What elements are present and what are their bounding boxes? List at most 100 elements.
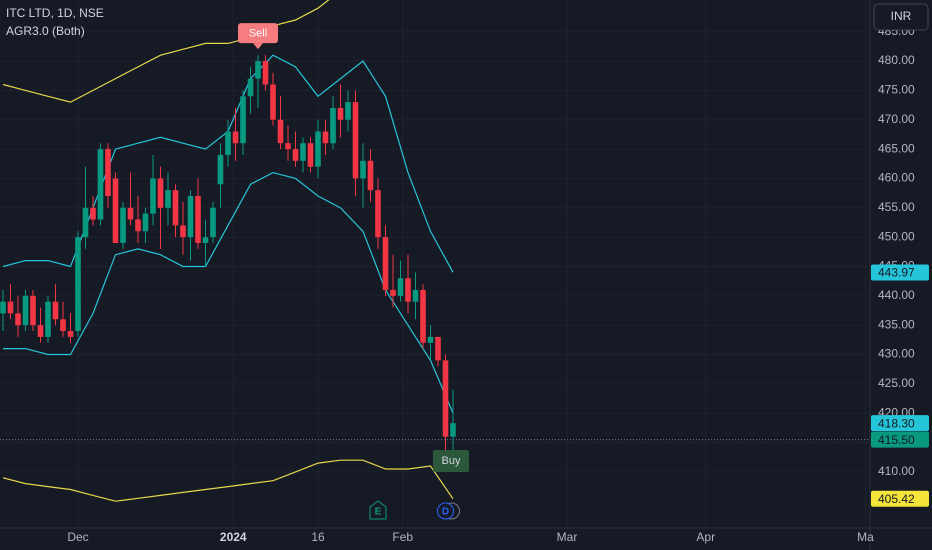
candle-body bbox=[352, 102, 359, 179]
grid bbox=[0, 0, 870, 528]
candle-body bbox=[307, 143, 314, 167]
candle-body bbox=[390, 289, 396, 296]
price-tag-label: 418.30 bbox=[878, 416, 915, 430]
band-line bbox=[2, 459, 454, 502]
plot: Sell Buy E D bbox=[0, 0, 870, 520]
price-tag bbox=[871, 431, 929, 448]
candle-body bbox=[382, 237, 389, 290]
y-tick-label: 455.00 bbox=[878, 200, 915, 214]
candle-body bbox=[412, 289, 419, 302]
candle-body bbox=[37, 325, 44, 337]
candle-body bbox=[217, 154, 224, 185]
candle-body bbox=[345, 102, 351, 120]
candle-body bbox=[240, 96, 246, 144]
candle-body bbox=[360, 160, 366, 179]
candle-body bbox=[322, 131, 329, 144]
symbol-title: ITC LTD, 1D, NSE bbox=[6, 6, 104, 20]
candle-body bbox=[397, 278, 404, 296]
y-tick-label: 475.00 bbox=[878, 83, 915, 97]
x-tick-label: Mar bbox=[557, 530, 578, 544]
candle-body bbox=[75, 237, 81, 332]
candle-body bbox=[427, 336, 434, 343]
candle-body bbox=[7, 301, 14, 314]
candle-body bbox=[442, 360, 449, 437]
candle-body bbox=[367, 160, 374, 191]
candle-body bbox=[225, 131, 231, 155]
event-marker bbox=[437, 502, 454, 520]
currency-label[interactable]: INR bbox=[891, 9, 912, 23]
candle-body bbox=[22, 295, 29, 326]
candle-body bbox=[435, 336, 441, 361]
price-tag-label: 443.97 bbox=[878, 266, 915, 280]
y-tick-label: 425.00 bbox=[878, 376, 915, 390]
y-tick-label: 430.00 bbox=[878, 347, 915, 361]
event-marker bbox=[369, 500, 387, 520]
x-tick-label: 16 bbox=[311, 530, 325, 544]
candle-body bbox=[127, 207, 134, 220]
candle-body bbox=[180, 225, 186, 238]
candle-body bbox=[300, 143, 306, 161]
candle-body bbox=[45, 301, 51, 337]
candle-body bbox=[150, 178, 156, 214]
candle-body bbox=[165, 190, 171, 208]
candle-body bbox=[255, 61, 261, 79]
candle-body bbox=[420, 289, 426, 343]
x-tick-label: Ma bbox=[857, 530, 874, 544]
event-label: E bbox=[375, 507, 382, 518]
price-tag bbox=[871, 264, 929, 281]
candle-body bbox=[210, 207, 216, 238]
candle-body bbox=[405, 278, 411, 302]
y-tick-label: 480.00 bbox=[878, 53, 915, 67]
candle-body bbox=[337, 107, 344, 120]
candle-body bbox=[15, 313, 21, 326]
band-line bbox=[2, 0, 330, 103]
y-tick-label: 470.00 bbox=[878, 112, 915, 126]
candle-body bbox=[112, 178, 119, 243]
axes: 410.00415.00420.00425.00430.00435.00440.… bbox=[67, 24, 929, 544]
candle-body bbox=[247, 78, 254, 97]
candle-body bbox=[142, 213, 149, 232]
candle-body bbox=[52, 301, 59, 320]
band-line bbox=[3, 171, 454, 414]
y-tick-label: 460.00 bbox=[878, 171, 915, 185]
candle-body bbox=[277, 119, 284, 144]
signal-label: Buy bbox=[442, 455, 461, 467]
candle-body bbox=[90, 207, 96, 220]
event-label: D bbox=[442, 507, 449, 518]
x-tick-label: Apr bbox=[696, 530, 715, 544]
y-tick-label: 450.00 bbox=[878, 229, 915, 243]
candle-body bbox=[157, 178, 164, 208]
candle-body bbox=[195, 196, 201, 243]
candle-body bbox=[450, 423, 456, 437]
candle-body bbox=[315, 131, 321, 167]
candle-body bbox=[135, 219, 141, 232]
candle-body bbox=[120, 207, 126, 243]
candle-body bbox=[60, 319, 66, 332]
currency-button[interactable] bbox=[873, 3, 929, 31]
candle-body bbox=[82, 207, 89, 238]
x-tick-label: Feb bbox=[392, 530, 413, 544]
candle-body bbox=[97, 149, 104, 220]
signal-pointer bbox=[253, 43, 263, 50]
x-tick-label: Dec bbox=[67, 530, 88, 544]
candle-body bbox=[30, 295, 36, 326]
candle-body bbox=[202, 237, 209, 243]
price-tag-label: 415.50 bbox=[878, 433, 915, 447]
signal-box bbox=[433, 450, 469, 473]
price-tag bbox=[871, 415, 929, 432]
candle-body bbox=[67, 331, 74, 337]
signal-label: Sell bbox=[249, 28, 267, 40]
x-tick-label: 2024 bbox=[220, 530, 247, 544]
signal-box bbox=[238, 23, 278, 44]
candle-body bbox=[232, 131, 239, 144]
candle-body bbox=[105, 149, 111, 197]
price-tag-label: 405.42 bbox=[878, 492, 915, 506]
y-tick-label: 410.00 bbox=[878, 464, 915, 478]
candle-body bbox=[375, 190, 381, 238]
candle-body bbox=[285, 143, 291, 150]
candle-body bbox=[270, 84, 276, 120]
indicator-name: AGR3.0 (Both) bbox=[6, 24, 85, 38]
price-tag bbox=[871, 490, 929, 507]
y-tick-label: 440.00 bbox=[878, 288, 915, 302]
